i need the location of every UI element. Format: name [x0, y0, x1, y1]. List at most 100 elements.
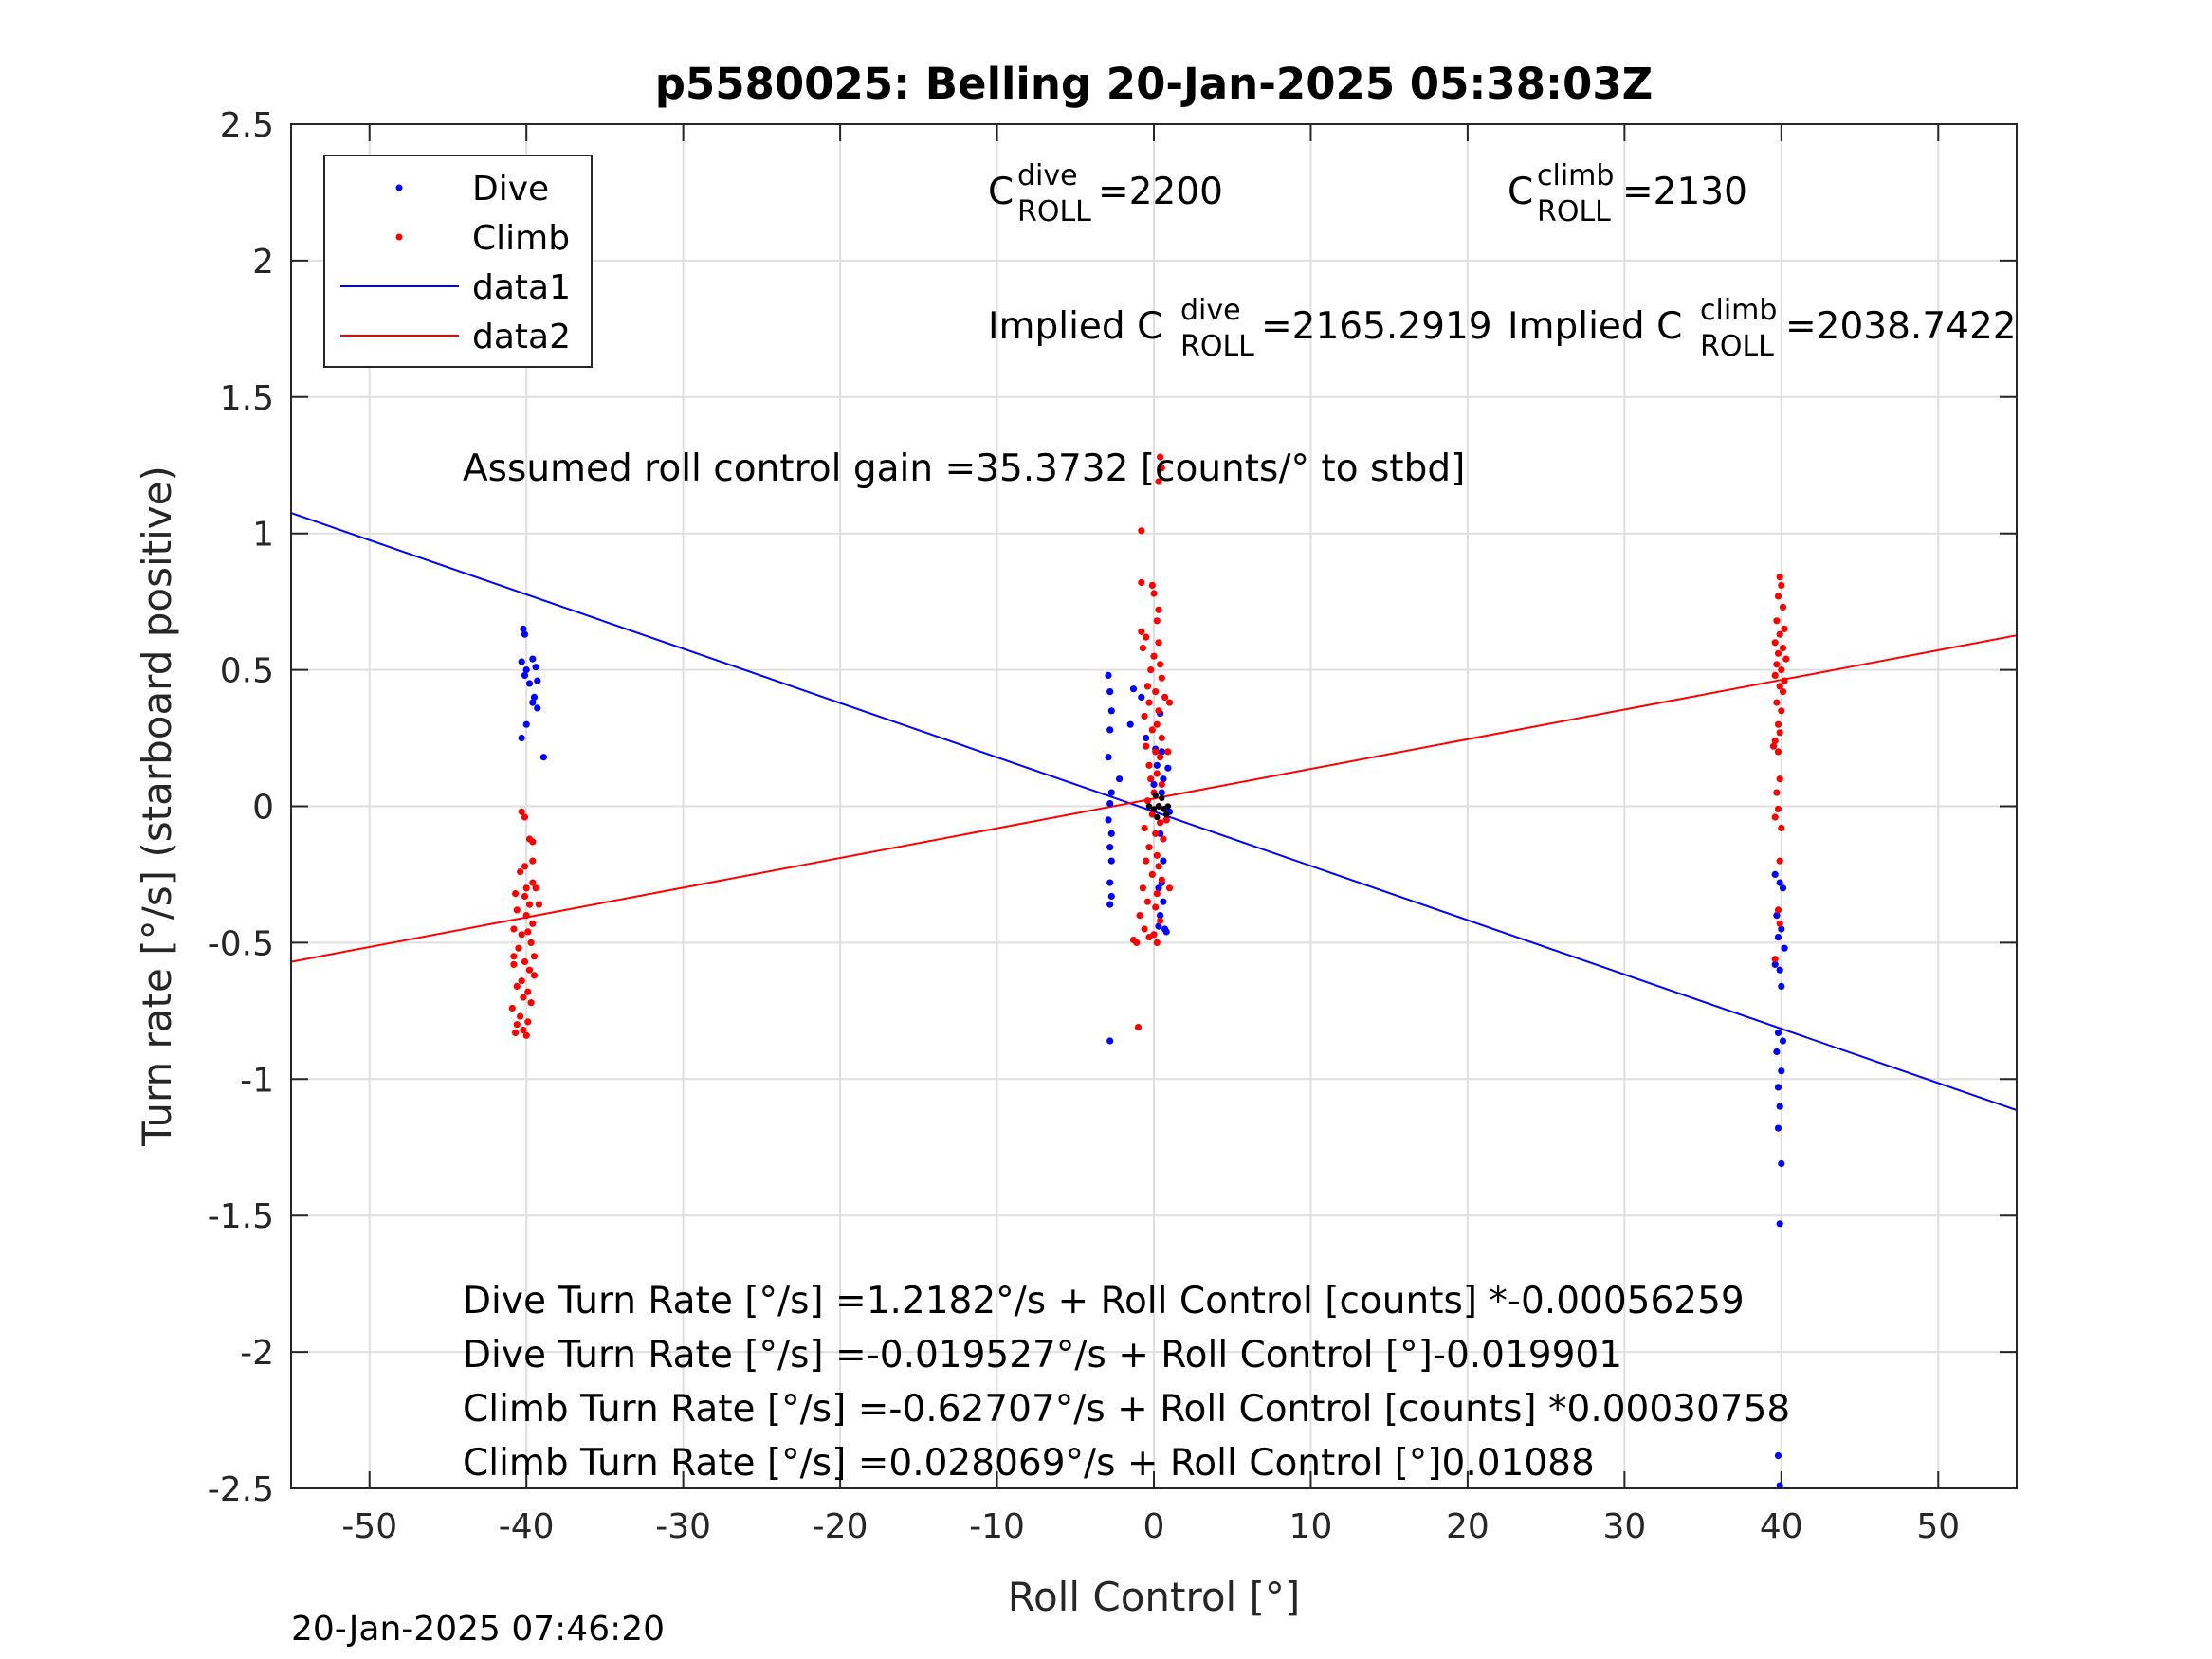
dive-point [1778, 1159, 1785, 1168]
climb-point [510, 960, 518, 969]
dive-point [1107, 857, 1115, 865]
y-tick-label: 0 [252, 789, 274, 828]
dive-point [1771, 870, 1779, 879]
dive-point [1107, 789, 1115, 796]
climb-point [1774, 592, 1782, 600]
dive-point [1155, 884, 1162, 892]
climb-point [1165, 884, 1174, 892]
y-tick-label: -1 [240, 1061, 274, 1100]
climb-point [1150, 590, 1158, 597]
dive-equation-degrees: Dive Turn Rate [°/s] =-0.019527°/s + Rol… [463, 1334, 1622, 1376]
dive-point [1106, 688, 1114, 696]
scatter-points [508, 453, 1790, 1489]
climb-point [525, 966, 534, 974]
climb-point [1155, 707, 1162, 715]
climb-point [512, 890, 520, 898]
legend-data2-label: data2 [472, 318, 571, 356]
cluster-point [1159, 794, 1165, 802]
dive-point [1778, 925, 1785, 933]
dive-point [525, 680, 534, 687]
implied-climb-annotation: Implied C climb ROLL =2038.7422 [1508, 294, 2017, 363]
dive-point [529, 699, 537, 706]
climb-point [517, 868, 524, 876]
climb-point [1143, 898, 1151, 905]
x-tick-label: 30 [1602, 1507, 1646, 1546]
implied-dive-sup: dive [1180, 294, 1241, 327]
dive-point [1106, 1037, 1114, 1045]
climb-point [1152, 903, 1160, 911]
c-dive-value: =2200 [1098, 171, 1223, 213]
climb-point [1776, 574, 1783, 581]
legend-box [323, 155, 593, 368]
dive-point [1164, 764, 1172, 772]
c-dive-sup: dive [1017, 159, 1078, 192]
x-tick-label: -50 [341, 1507, 397, 1546]
y-tick-label: 2 [252, 243, 274, 282]
climb-point [1158, 876, 1165, 884]
climb-point [1782, 655, 1790, 663]
climb-point [1157, 453, 1164, 461]
climb-point [1771, 737, 1779, 745]
dive-point [1158, 789, 1165, 796]
climb-point [1138, 628, 1145, 635]
climb-point [1153, 720, 1161, 728]
implied-dive-sub: ROLL [1180, 330, 1254, 363]
climb-point [1771, 639, 1779, 647]
dive-point [1106, 800, 1114, 808]
climb-point [1773, 617, 1781, 625]
climb-point [1150, 652, 1158, 660]
climb-point [529, 838, 537, 846]
legend-dive-marker [395, 184, 403, 191]
climb-point [527, 999, 535, 1007]
dive-point [1106, 726, 1114, 734]
climb-point [522, 884, 530, 892]
climb-point [508, 1004, 516, 1012]
print-timestamp: 20-Jan-2025 07:46:20 [291, 1610, 665, 1649]
dive-point [1776, 1103, 1783, 1110]
climb-point [1778, 666, 1785, 674]
cluster-point [1163, 811, 1170, 818]
dive-point [534, 677, 541, 684]
c-dive-annotation: C dive ROLL =2200 [988, 159, 1223, 228]
climb-point [1161, 693, 1169, 702]
dive-point [1150, 780, 1158, 789]
climb-point [1774, 805, 1782, 813]
climb-point [1152, 688, 1160, 696]
climb-point [1147, 666, 1155, 674]
climb-point [529, 879, 537, 886]
dive-point [1774, 1029, 1782, 1036]
climb-point [1129, 936, 1138, 944]
climb-point [1155, 639, 1162, 647]
dive-point [1153, 761, 1161, 769]
climb-equation-degrees: Climb Turn Rate [°/s] =0.028069°/s + Rol… [463, 1442, 1595, 1485]
climb-equation-counts: Climb Turn Rate [°/s] =-0.62707°/s + Rol… [463, 1388, 1790, 1431]
cluster-point [1154, 813, 1161, 821]
y-tick-label: -2 [240, 1334, 274, 1373]
climb-point [517, 1012, 524, 1020]
climb-point [1143, 742, 1150, 750]
dive-point [1773, 912, 1781, 920]
c-climb-sub: ROLL [1537, 195, 1611, 228]
dive-point [1158, 748, 1165, 756]
climb-point [1148, 811, 1156, 818]
climb-point [1153, 939, 1161, 947]
climb-point [532, 884, 539, 892]
climb-point [1138, 527, 1145, 535]
x-tick-label: 40 [1760, 1507, 1803, 1546]
climb-point [1136, 912, 1143, 920]
dive-point [1129, 685, 1138, 693]
climb-point [1145, 761, 1153, 769]
climb-point [1153, 851, 1161, 859]
climb-point [513, 906, 521, 914]
climb-point [1776, 775, 1783, 783]
climb-point [1139, 884, 1146, 892]
climb-point [1158, 780, 1165, 789]
dive-point [1116, 775, 1124, 783]
dive-point [1106, 844, 1114, 851]
dive-point [1776, 1482, 1783, 1489]
dive-point [1138, 693, 1145, 702]
x-tick-label: -30 [655, 1507, 711, 1546]
dive-point [1778, 982, 1785, 990]
climb-point [535, 901, 543, 908]
dive-point [1107, 707, 1115, 715]
